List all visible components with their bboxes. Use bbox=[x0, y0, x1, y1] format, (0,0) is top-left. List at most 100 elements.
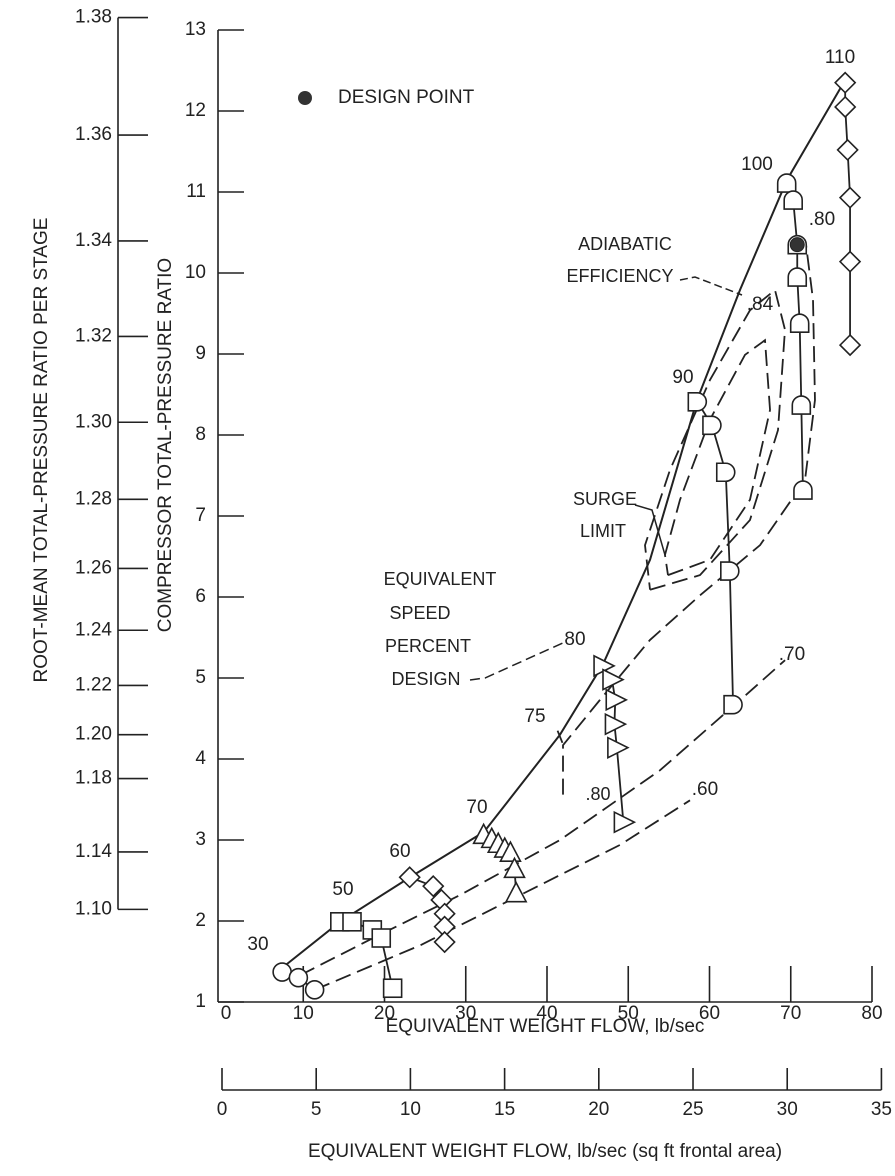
annotation: DESIGN bbox=[391, 669, 460, 689]
x2-tick-label: 0 bbox=[217, 1099, 228, 1120]
y-tick-label: 12 bbox=[185, 100, 206, 121]
marker bbox=[834, 95, 857, 119]
y2-tick-label: 1.34 bbox=[75, 230, 112, 251]
y2-tick-label: 1.26 bbox=[75, 557, 112, 578]
leader-line bbox=[634, 504, 666, 556]
speed-line bbox=[785, 182, 804, 491]
efficiency-contour bbox=[314, 799, 691, 991]
annotation: LIMIT bbox=[580, 521, 626, 541]
marker bbox=[834, 71, 857, 94]
marker bbox=[687, 391, 708, 412]
contour-label: .84 bbox=[747, 294, 774, 315]
y2-tick-label: 1.10 bbox=[75, 898, 112, 919]
y2-tick-label: 1.18 bbox=[75, 768, 112, 789]
y2-tick-label: 1.28 bbox=[75, 488, 112, 509]
x2-tick-label: 20 bbox=[588, 1099, 609, 1120]
x-tick-label: 20 bbox=[374, 1003, 395, 1024]
x2-tick-label: 30 bbox=[777, 1099, 798, 1120]
y-tick-label: 6 bbox=[195, 586, 206, 607]
marker bbox=[723, 694, 743, 715]
marker bbox=[783, 190, 803, 210]
y-tick-label: 8 bbox=[195, 424, 206, 445]
speed-line bbox=[844, 82, 851, 346]
speed-label: 30 bbox=[247, 934, 268, 955]
annotation: ADIABATIC bbox=[578, 234, 672, 254]
y-tick-label: 9 bbox=[195, 343, 206, 364]
speed-label: 75 bbox=[524, 706, 545, 727]
marker bbox=[288, 967, 309, 988]
marker bbox=[422, 875, 445, 898]
x-tick-label: 50 bbox=[618, 1003, 639, 1024]
contour-label: .80 bbox=[809, 209, 835, 230]
marker bbox=[793, 480, 813, 500]
efficiency-contour bbox=[562, 244, 816, 795]
marker bbox=[776, 173, 797, 193]
speed-label: 100 bbox=[741, 154, 773, 175]
speed-label: 90 bbox=[672, 367, 693, 388]
marker bbox=[791, 395, 812, 415]
x-tick-label: 60 bbox=[699, 1003, 720, 1024]
marker bbox=[720, 561, 740, 581]
x2-axis-title: EQUIVALENT WEIGHT FLOW, lb/sec (sq ft fr… bbox=[308, 1141, 782, 1162]
design-point bbox=[789, 237, 805, 253]
contour-label: .80 bbox=[585, 784, 610, 804]
marker bbox=[605, 688, 629, 712]
marker bbox=[838, 250, 862, 273]
legend-label: DESIGN POINT bbox=[338, 87, 475, 108]
y-tick-label: 5 bbox=[195, 667, 206, 688]
speed-label: 60 bbox=[389, 841, 410, 862]
y-tick-label: 7 bbox=[195, 505, 206, 526]
speed-label: 110 bbox=[825, 47, 855, 68]
y2-tick-label: 1.14 bbox=[75, 841, 112, 862]
marker bbox=[715, 462, 736, 483]
x2-tick-label: 25 bbox=[682, 1099, 703, 1120]
y2-tick-label: 1.24 bbox=[75, 619, 112, 640]
y2-tick-label: 1.22 bbox=[75, 674, 112, 695]
surge-limit-line bbox=[281, 79, 846, 969]
x2-tick-label: 10 bbox=[400, 1099, 421, 1120]
marker bbox=[433, 930, 456, 954]
x-axis-title: EQUIVALENT WEIGHT FLOW, lb/sec bbox=[386, 1016, 705, 1037]
x2-tick-label: 15 bbox=[494, 1099, 515, 1120]
speed-label: 50 bbox=[332, 879, 353, 900]
y-tick-label: 10 bbox=[185, 262, 206, 283]
efficiency-contour bbox=[644, 288, 786, 591]
marker bbox=[702, 415, 722, 436]
speed-label: 80 bbox=[564, 629, 585, 650]
marker bbox=[789, 313, 810, 334]
y-tick-label: 1 bbox=[195, 991, 206, 1012]
y2-tick-label: 1.36 bbox=[75, 124, 112, 145]
x2-tick-label: 35 bbox=[871, 1099, 892, 1120]
marker bbox=[613, 810, 637, 834]
x-tick-label: 30 bbox=[455, 1003, 476, 1024]
marker bbox=[382, 978, 403, 999]
marker bbox=[304, 980, 325, 1000]
x-tick-label: 40 bbox=[536, 1003, 557, 1024]
marker bbox=[838, 333, 862, 357]
speed-line bbox=[556, 730, 564, 744]
marker bbox=[602, 668, 625, 691]
marker bbox=[272, 962, 292, 982]
annotations: ADIABATIC EFFICIENCY SURGE LIMIT EQUIVAL… bbox=[384, 234, 743, 804]
contour-label: .70 bbox=[779, 644, 805, 665]
annotation: SURGE bbox=[573, 489, 637, 509]
marker bbox=[836, 138, 859, 162]
annotation: EQUIVALENT bbox=[384, 569, 497, 589]
y2-axis-title: ROOT-MEAN TOTAL-PRESSURE RATIO PER STAGE bbox=[31, 218, 52, 683]
y-tick-label: 4 bbox=[195, 748, 206, 769]
x-tick-label: 80 bbox=[861, 1003, 882, 1024]
y2-tick-label: 1.38 bbox=[75, 7, 112, 28]
marker bbox=[371, 928, 392, 948]
x-tick-label: 0 bbox=[221, 1003, 232, 1024]
marker bbox=[503, 856, 526, 879]
y-tick-label: 13 bbox=[185, 19, 206, 40]
marker bbox=[838, 186, 862, 209]
x-tick-label: 70 bbox=[780, 1003, 801, 1024]
marker bbox=[499, 840, 522, 862]
annotation: PERCENT bbox=[385, 636, 471, 656]
efficiency-contour bbox=[664, 338, 771, 576]
marker bbox=[504, 880, 528, 903]
annotation: SPEED bbox=[389, 603, 450, 623]
